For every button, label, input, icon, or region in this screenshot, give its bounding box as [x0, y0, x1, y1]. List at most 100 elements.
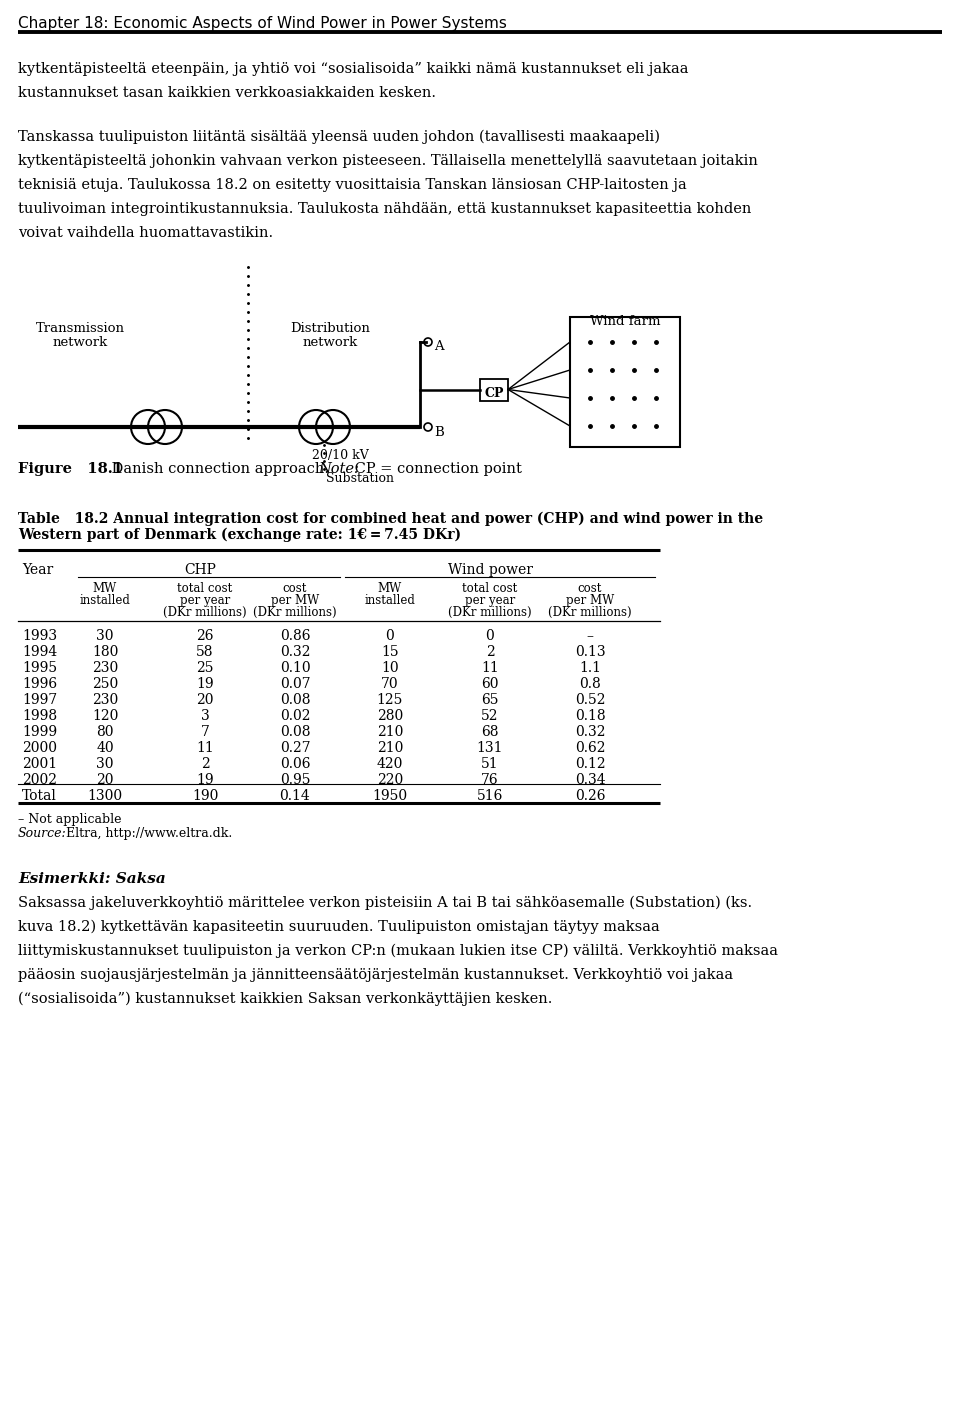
Text: Total: Total [22, 790, 57, 802]
Text: voivat vaihdella huomattavastikin.: voivat vaihdella huomattavastikin. [18, 226, 274, 240]
Text: kytkentäpisteeltä eteenpäin, ja yhtiö voi “sosialisoida” kaikki nämä kustannukse: kytkentäpisteeltä eteenpäin, ja yhtiö vo… [18, 62, 688, 77]
Text: 1.1: 1.1 [579, 660, 601, 674]
Text: 131: 131 [477, 741, 503, 755]
Text: Danish connection approach.: Danish connection approach. [107, 462, 334, 476]
Text: installed: installed [365, 594, 416, 606]
Text: 40: 40 [96, 741, 114, 755]
Text: 1999: 1999 [22, 726, 58, 738]
Text: liittymiskustannukset tuulipuiston ja verkon CP:n (mukaan lukien itse CP) välilt: liittymiskustannukset tuulipuiston ja ve… [18, 944, 778, 959]
Text: 1996: 1996 [22, 677, 58, 692]
Text: 190: 190 [192, 790, 218, 802]
Bar [480, 379, 508, 400]
Text: 0.32: 0.32 [279, 645, 310, 659]
Text: total cost: total cost [178, 582, 232, 595]
Text: 60: 60 [481, 677, 499, 692]
Text: 1997: 1997 [22, 693, 58, 707]
Text: 0.32: 0.32 [575, 726, 605, 738]
Text: 20: 20 [196, 693, 214, 707]
Text: 2: 2 [201, 757, 209, 771]
Text: 68: 68 [481, 726, 499, 738]
Text: 58: 58 [196, 645, 214, 659]
Text: 0.07: 0.07 [279, 677, 310, 692]
Text: kytkentäpisteeltä johonkin vahvaan verkon pisteeseen. Tällaisella menettelyllä s: kytkentäpisteeltä johonkin vahvaan verko… [18, 153, 757, 168]
Text: 516: 516 [477, 790, 503, 802]
Text: CP = connection point: CP = connection point [350, 462, 522, 476]
Text: 70: 70 [381, 677, 398, 692]
Text: 10: 10 [381, 660, 398, 674]
Text: 15: 15 [381, 645, 398, 659]
Text: 19: 19 [196, 772, 214, 787]
Text: 120: 120 [92, 709, 118, 723]
Text: 0.62: 0.62 [575, 741, 605, 755]
Text: Saksassa jakeluverkkoyhtiö märittelee verkon pisteisiin A tai B tai sähköasemall: Saksassa jakeluverkkoyhtiö märittelee ve… [18, 896, 752, 910]
Text: teknisiä etuja. Taulukossa 18.2 on esitetty vuosittaisia Tanskan länsiosan CHP-l: teknisiä etuja. Taulukossa 18.2 on esite… [18, 178, 686, 192]
Text: 25: 25 [196, 660, 214, 674]
Text: Distribution: Distribution [290, 322, 370, 335]
Text: 65: 65 [481, 693, 499, 707]
Text: 1995: 1995 [22, 660, 58, 674]
Text: 0.14: 0.14 [279, 790, 310, 802]
Text: 1994: 1994 [22, 645, 58, 659]
Text: 0.27: 0.27 [279, 741, 310, 755]
Text: 80: 80 [96, 726, 113, 738]
Text: 230: 230 [92, 693, 118, 707]
Text: total cost: total cost [463, 582, 517, 595]
Text: 280: 280 [377, 709, 403, 723]
Text: 0.34: 0.34 [575, 772, 606, 787]
Text: 0.08: 0.08 [279, 726, 310, 738]
Text: (DKr millions): (DKr millions) [548, 606, 632, 619]
Text: (DKr millions): (DKr millions) [253, 606, 337, 619]
Text: 51: 51 [481, 757, 499, 771]
Text: 0.12: 0.12 [575, 757, 606, 771]
Text: per MW: per MW [271, 594, 319, 606]
Text: 76: 76 [481, 772, 499, 787]
Text: Substation: Substation [326, 471, 394, 486]
Text: 220: 220 [377, 772, 403, 787]
Bar [570, 317, 680, 447]
Text: Figure   18.1: Figure 18.1 [18, 462, 123, 476]
Text: Chapter 18: Economic Aspects of Wind Power in Power Systems: Chapter 18: Economic Aspects of Wind Pow… [18, 16, 507, 31]
Text: 1300: 1300 [87, 790, 123, 802]
Text: cost: cost [283, 582, 307, 595]
Text: 11: 11 [196, 741, 214, 755]
Text: 125: 125 [377, 693, 403, 707]
Text: 20: 20 [96, 772, 113, 787]
Text: 0.95: 0.95 [279, 772, 310, 787]
Text: Wind power: Wind power [447, 562, 533, 577]
Text: 1998: 1998 [22, 709, 58, 723]
Text: installed: installed [80, 594, 131, 606]
Text: 0.06: 0.06 [279, 757, 310, 771]
Text: network: network [302, 337, 358, 349]
Text: 11: 11 [481, 660, 499, 674]
Text: 420: 420 [377, 757, 403, 771]
Text: 230: 230 [92, 660, 118, 674]
Text: 52: 52 [481, 709, 499, 723]
Text: tuulivoiman integrointikustannuksia. Taulukosta nähdään, että kustannukset kapas: tuulivoiman integrointikustannuksia. Tau… [18, 202, 752, 216]
Text: 30: 30 [96, 629, 113, 643]
Text: 0.08: 0.08 [279, 693, 310, 707]
Text: B: B [434, 426, 444, 439]
Text: MW: MW [378, 582, 402, 595]
Text: Esimerkki: Saksa: Esimerkki: Saksa [18, 872, 166, 886]
Text: 0.8: 0.8 [579, 677, 601, 692]
Text: per MW: per MW [565, 594, 614, 606]
Text: 0.52: 0.52 [575, 693, 605, 707]
Text: (“sosialisoida”) kustannukset kaikkien Saksan verkonkäyttäjien kesken.: (“sosialisoida”) kustannukset kaikkien S… [18, 993, 552, 1007]
Text: 19: 19 [196, 677, 214, 692]
Text: 180: 180 [92, 645, 118, 659]
Text: 0.13: 0.13 [575, 645, 606, 659]
Text: 0: 0 [386, 629, 395, 643]
Text: 0.18: 0.18 [575, 709, 606, 723]
Text: 2000: 2000 [22, 741, 57, 755]
Text: per year: per year [180, 594, 230, 606]
Text: 1993: 1993 [22, 629, 58, 643]
Text: 7: 7 [201, 726, 209, 738]
Text: 20/10 kV: 20/10 kV [312, 449, 369, 462]
Text: pääosin suojausjärjestelmän ja jännitteensäätöjärjestelmän kustannukset. Verkkoy: pääosin suojausjärjestelmän ja jännittee… [18, 968, 733, 983]
Text: 210: 210 [377, 726, 403, 738]
Text: 0.10: 0.10 [279, 660, 310, 674]
Text: Tanskassa tuulipuiston liitäntä sisältää yleensä uuden johdon (tavallisesti maak: Tanskassa tuulipuiston liitäntä sisältää… [18, 131, 660, 145]
Text: network: network [53, 337, 108, 349]
Text: (DKr millions): (DKr millions) [448, 606, 532, 619]
Text: kustannukset tasan kaikkien verkkoasiakkaiden kesken.: kustannukset tasan kaikkien verkkoasiakk… [18, 87, 436, 99]
